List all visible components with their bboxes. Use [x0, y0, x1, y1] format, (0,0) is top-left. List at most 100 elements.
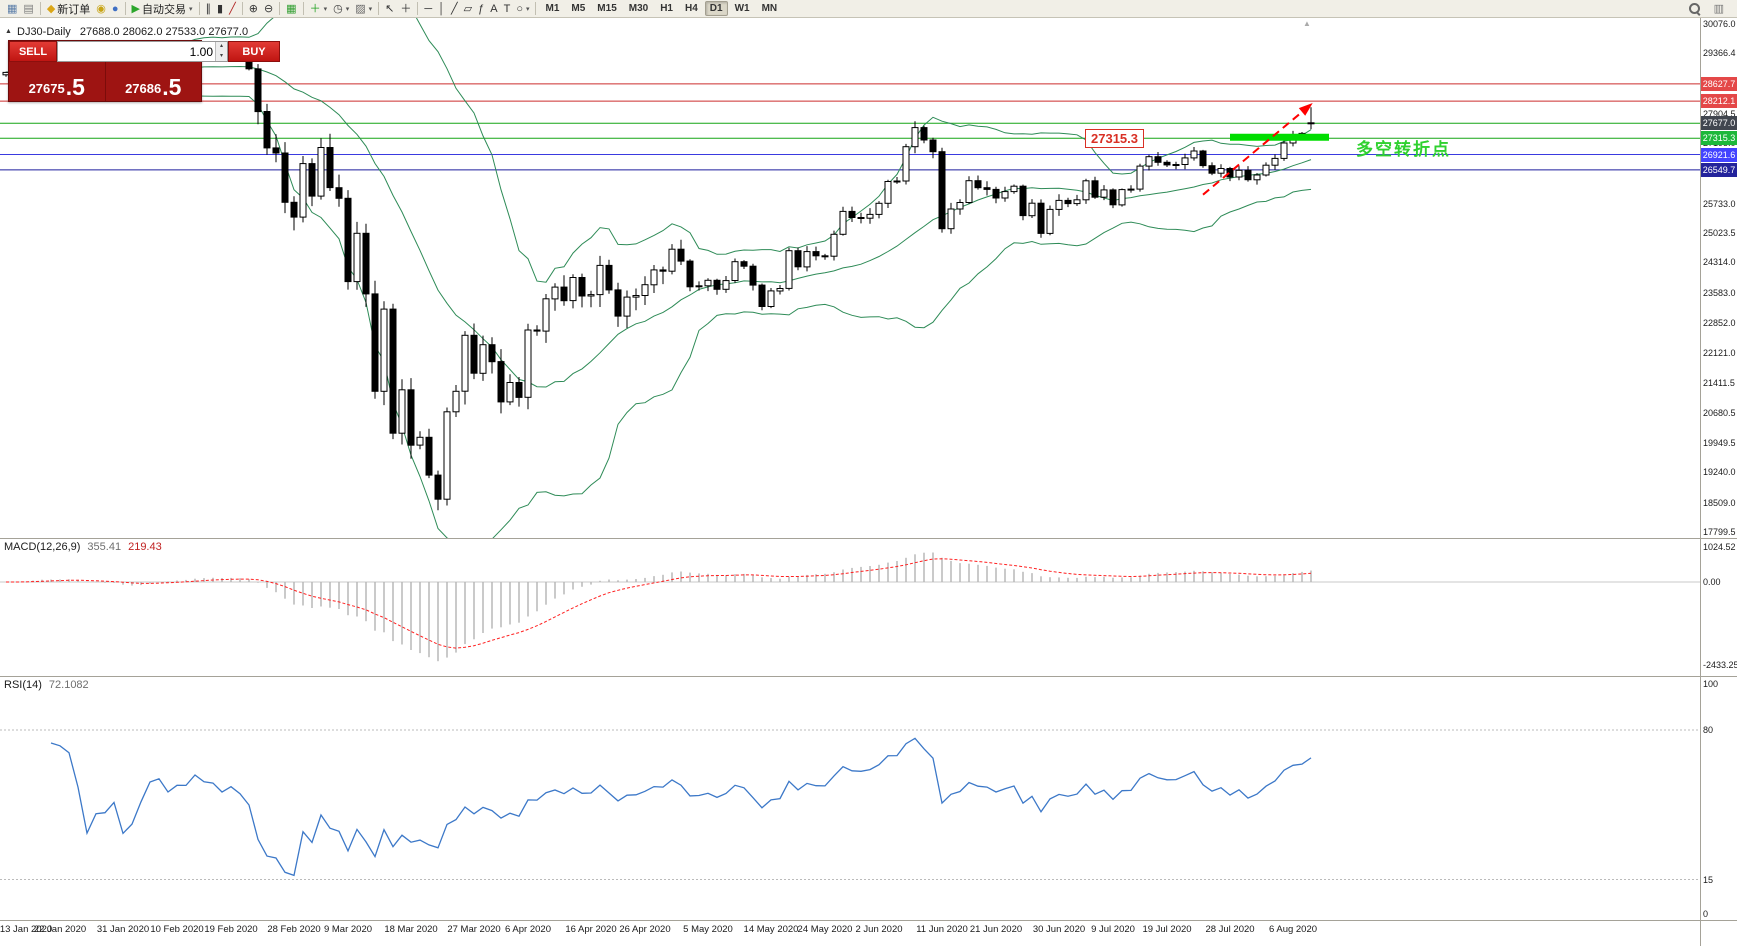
macd-name: MACD(12,26,9)	[4, 541, 81, 553]
profiles-icon[interactable]: ▤	[20, 1, 36, 17]
chart-annotations[interactable]	[1202, 103, 1329, 196]
macd-main-value: 355.41	[87, 541, 122, 553]
data-window-button[interactable]: ▥	[1711, 1, 1727, 17]
quote-prices: 27675 .5 27686 .5	[9, 62, 201, 101]
date-label: 21 Jun 2020	[969, 924, 1023, 935]
profiles-icon-glyph: ▤	[23, 2, 34, 15]
chart-canvas[interactable]	[0, 18, 1700, 946]
horizontal-line-icon[interactable]: ─	[421, 1, 435, 17]
cursor-icon-glyph: ↖	[385, 2, 395, 15]
price-label-box: 28212.1	[1701, 94, 1737, 109]
axis-tick: 25733.0	[1703, 198, 1736, 209]
buy-price-frac: .5	[162, 73, 182, 100]
zoom-in-icon[interactable]: ⊕	[246, 1, 261, 17]
axis-tick: 0	[1703, 909, 1709, 919]
axis-tick: 18509.0	[1703, 497, 1736, 508]
bar-chart-icon[interactable]: ∥	[203, 1, 215, 17]
label-icon-glyph: T	[503, 2, 511, 15]
date-label: 26 Apr 2020	[619, 924, 671, 935]
sell-button[interactable]: SELL	[9, 41, 57, 62]
line-chart-icon[interactable]: ╱	[226, 1, 239, 17]
date-axis[interactable]: 13 Jan 2020 22 Jan 2020 31 Jan 2020 10 Feb …	[0, 921, 1700, 946]
toolbar-separator	[124, 2, 126, 15]
channel-icon[interactable]: ▱	[461, 1, 475, 17]
text-icon[interactable]: A	[487, 1, 500, 17]
rsi-value: 72.1082	[48, 679, 89, 691]
axis-tick: 100	[1703, 679, 1719, 689]
zoom-out-icon[interactable]: ⊖	[261, 1, 276, 17]
vertical-line-icon-glyph: │	[438, 2, 446, 15]
shapes-icon[interactable]: ○ ▾	[513, 1, 532, 17]
volume-up-icon[interactable]: ▴	[216, 42, 227, 52]
shapes-icon-glyph: ○	[516, 2, 523, 15]
order-controls: SELL ▴ ▾ BUY	[9, 41, 280, 62]
date-label: 31 Jan 2020	[96, 924, 150, 935]
date-axis-separator	[0, 920, 1737, 921]
date-label: 19 Feb 2020	[204, 924, 258, 935]
date-label: 19 Jul 2020	[1142, 924, 1192, 935]
timeframe-m5[interactable]: M5	[571, 3, 586, 14]
volume-input[interactable]	[58, 42, 215, 61]
timeframe-h4[interactable]: H4	[685, 3, 698, 14]
chevron-down-icon: ▾	[189, 5, 193, 13]
price-label-box: 27677.0	[1701, 116, 1737, 131]
axis-tick: 15	[1703, 874, 1714, 885]
search-button[interactable]	[1685, 1, 1704, 17]
date-label: 22 Jan 2020	[33, 924, 87, 935]
timeframe-buttons: M1 M5 M15 M30 H1 H4 D1 W1 MN	[539, 1, 783, 16]
alerts-icon[interactable]: ◉	[93, 1, 109, 17]
macd-label: MACD(12,26,9) 355.41 219.43	[4, 541, 162, 553]
timeframe-h1[interactable]: H1	[660, 3, 673, 14]
auto-trading-icon[interactable]: ▶ 自动交易 ▾	[129, 1, 196, 17]
label-icon[interactable]: T	[501, 1, 514, 17]
indicators-icon-glyph: ＋	[309, 2, 321, 15]
trendline-icon[interactable]: ╱	[448, 1, 461, 17]
toolbar-right: ▥	[1685, 1, 1733, 17]
periods-icon[interactable]: ◷ ▾	[330, 1, 352, 17]
timeframe-m30[interactable]: M30	[628, 3, 649, 14]
chevron-down-icon: ▾	[525, 5, 530, 13]
axis-tick: 0.00	[1703, 577, 1721, 587]
buy-price[interactable]: 27686 .5	[104, 62, 202, 101]
market-watch-icon[interactable]: ●	[109, 1, 122, 17]
axis-tick: 23583.0	[1703, 287, 1736, 298]
timeframe-w1[interactable]: W1	[734, 3, 750, 14]
new-order-icon[interactable]: ◆ 新订单	[44, 1, 93, 17]
panel-separator-rsi[interactable]	[0, 676, 1737, 677]
crosshair-icon[interactable]: ＋	[397, 1, 414, 17]
volume-down-icon[interactable]: ▾	[216, 51, 227, 61]
data-window-icon: ▥	[1713, 2, 1724, 15]
tile-windows-icon[interactable]: ▦	[283, 1, 299, 17]
vertical-line-icon[interactable]: │	[435, 1, 448, 17]
axis-tick: 80	[1703, 725, 1714, 735]
templates-icon[interactable]: ▨ ▾	[352, 1, 375, 17]
date-label: 28 Feb 2020	[267, 924, 321, 935]
cursor-icon[interactable]: ↖	[382, 1, 397, 17]
price-label-box: 28627.7	[1701, 76, 1737, 91]
turning-point-text: 多空转折点	[1356, 140, 1451, 159]
timeframe-m15[interactable]: M15	[597, 3, 617, 14]
date-label: 5 May 2020	[683, 924, 733, 935]
price-label-box: 27315.3	[1701, 131, 1737, 146]
new-chart-icon[interactable]: ▦	[4, 1, 20, 17]
timeframe-d1[interactable]: D1	[704, 1, 728, 16]
one-click-toggle[interactable]: ▲	[5, 28, 12, 35]
date-label: 24 May 2020	[797, 924, 853, 935]
toolbar-groups: ▦ ▤ ◆ 新订单 ◉ ● ▶ 自动交易 ▾ ∥ ▮ ╱ ⊕ ⊖ ▦ ＋ ▾ ◷ ▾ ▨ ▾ ↖ ＋ ─ │ ╱ ▱ ƒ A T ○ ▾	[4, 1, 532, 17]
volume-spinner: ▴ ▾	[215, 42, 227, 61]
sell-price[interactable]: 27675 .5	[9, 62, 105, 101]
timeframe-mn[interactable]: MN	[761, 3, 778, 14]
price-axis[interactable]: 30076.029366.428656.927904.527195.026485…	[1701, 0, 1737, 946]
date-label: 30 Jun 2020	[1032, 924, 1086, 935]
indicators-icon[interactable]: ＋ ▾	[307, 1, 331, 17]
buy-button[interactable]: BUY	[228, 41, 280, 62]
chevron-down-icon: ▾	[323, 5, 328, 13]
toolbar-separator	[198, 2, 200, 15]
panel-separator-macd[interactable]	[0, 538, 1737, 539]
chart-title: DJ30-Daily 27688.0 28062.0 27533.0 27677…	[17, 26, 248, 38]
candlestick-chart-icon[interactable]: ▮	[214, 1, 226, 17]
chart-symbol: DJ30-Daily	[17, 26, 71, 38]
timeframe-m1[interactable]: M1	[545, 3, 560, 14]
fibonacci-icon[interactable]: ƒ	[475, 1, 487, 17]
